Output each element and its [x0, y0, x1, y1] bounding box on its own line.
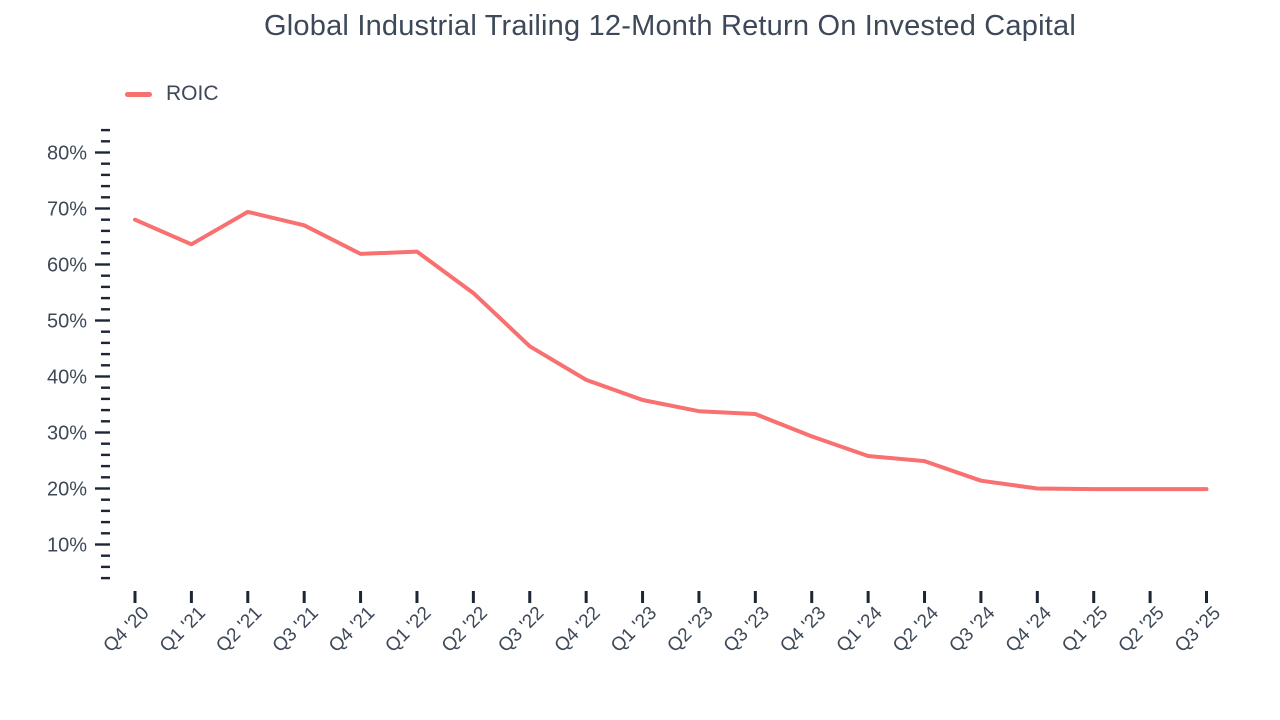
x-axis-label: Q3 '24 — [945, 602, 999, 656]
x-axis-label: Q3 '25 — [1171, 603, 1225, 657]
y-axis-label: 60% — [47, 255, 87, 277]
x-axis-label: Q1 '24 — [833, 602, 887, 656]
x-axis-label: Q1 '22 — [381, 603, 435, 657]
x-axis-label: Q2 '24 — [889, 602, 943, 656]
x-axis-label: Q4 '24 — [1002, 602, 1056, 656]
legend-line-swatch — [125, 91, 152, 97]
x-axis-label: Q2 '25 — [1115, 603, 1169, 657]
y-axis-label: 50% — [47, 311, 87, 333]
legend: ROIC — [125, 82, 219, 106]
y-axis-label: 10% — [47, 535, 87, 557]
legend-label: ROIC — [166, 82, 219, 105]
x-axis-label: Q4 '21 — [325, 603, 379, 657]
roic-line — [133, 209, 1209, 492]
x-axis-label: Q1 '21 — [156, 603, 210, 657]
y-axis-label: 40% — [47, 367, 87, 389]
y-axis-label: 70% — [47, 199, 87, 221]
y-axis-label: 30% — [47, 423, 87, 445]
y-axis-label: 80% — [47, 143, 87, 165]
x-axis-label: Q3 '21 — [269, 603, 323, 657]
x-axis-label: Q2 '23 — [663, 603, 717, 657]
x-axis-label: Q4 '20 — [100, 603, 154, 657]
y-axis-label: 20% — [47, 479, 87, 501]
x-axis-label: Q2 '22 — [438, 603, 492, 657]
chart-title: Global Industrial Trailing 12-Month Retu… — [264, 10, 1076, 42]
x-axis-label: Q1 '23 — [607, 603, 661, 657]
x-axis-label: Q2 '21 — [212, 603, 266, 657]
x-axis-label: Q1 '25 — [1058, 603, 1112, 657]
x-axis-label: Q3 '23 — [720, 603, 774, 657]
x-axis-label: Q4 '22 — [551, 603, 605, 657]
x-axis-label: Q3 '22 — [494, 603, 548, 657]
x-axis-label: Q4 '23 — [776, 603, 830, 657]
